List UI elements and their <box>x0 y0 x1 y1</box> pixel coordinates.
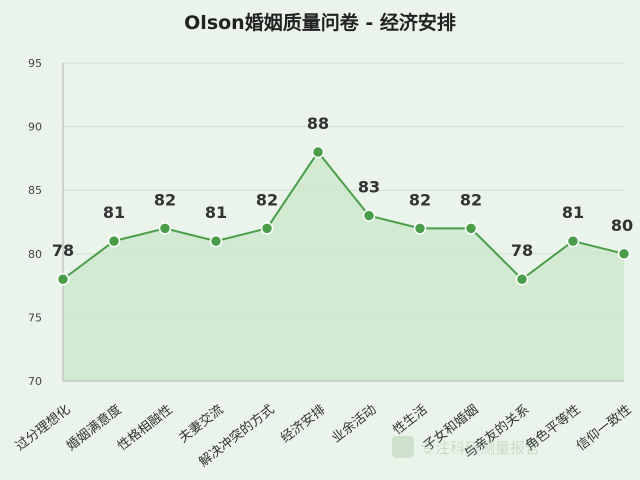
data-point <box>56 272 70 286</box>
area-fill <box>63 152 624 381</box>
data-label: 80 <box>611 216 633 235</box>
series-line <box>62 150 625 281</box>
data-point <box>311 145 325 159</box>
data-label: 81 <box>562 203 584 222</box>
x-tick-label: 过分理想化 <box>12 402 73 455</box>
x-tick-label: 信仰一致性 <box>574 402 634 454</box>
data-point <box>362 209 376 222</box>
watermark-logo <box>392 436 414 458</box>
x-tick-label: 经济安排 <box>278 402 328 446</box>
x-tick-label: 性生活 <box>390 402 430 438</box>
y-tick-label: 85 <box>28 184 42 197</box>
data-label: 82 <box>256 190 278 209</box>
x-tick-label: 夫妻交流 <box>176 402 227 447</box>
watermark: 专注科研测量报告 <box>392 436 540 458</box>
data-label: 83 <box>358 178 380 197</box>
y-tick-labels: 70 75 80 85 90 95 <box>28 57 42 388</box>
data-point <box>566 234 580 248</box>
data-label: 82 <box>460 190 482 209</box>
y-tick-label: 70 <box>28 375 42 388</box>
data-point <box>413 222 427 235</box>
data-label: 78 <box>52 241 74 260</box>
data-point <box>209 234 223 248</box>
data-label: 78 <box>511 241 533 260</box>
watermark-text: 专注科研测量报告 <box>420 439 540 457</box>
data-labels: 78 81 82 81 82 88 83 82 82 78 81 80 <box>52 114 633 260</box>
data-point <box>464 222 478 235</box>
y-tick-label: 80 <box>28 248 42 261</box>
data-point <box>107 234 121 248</box>
data-label: 82 <box>154 190 176 209</box>
data-label: 81 <box>205 203 227 222</box>
data-points <box>56 145 631 286</box>
x-tick-label: 性格相融性 <box>114 402 175 455</box>
data-point <box>515 272 529 286</box>
data-point <box>158 222 172 235</box>
y-tick-label: 75 <box>28 311 42 324</box>
data-point <box>260 222 274 235</box>
data-label: 88 <box>307 114 329 133</box>
data-point <box>617 247 631 261</box>
chart-title: Olson婚姻质量问卷 - 经济安排 <box>184 12 456 34</box>
y-tick-label: 90 <box>28 121 42 134</box>
y-tick-label: 95 <box>28 57 42 70</box>
data-label: 81 <box>103 203 125 222</box>
x-tick-label: 婚姻满意度 <box>63 402 124 455</box>
data-label: 82 <box>409 190 431 209</box>
x-tick-label: 业余活动 <box>329 402 380 447</box>
